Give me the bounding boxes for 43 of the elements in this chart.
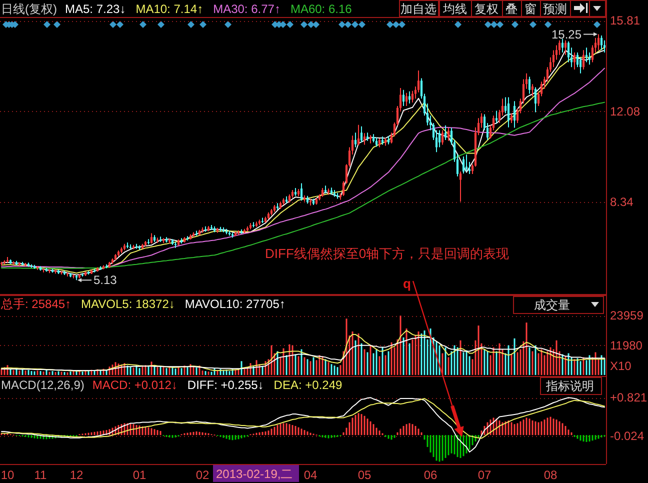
- y-tick-label: 11980: [610, 338, 643, 352]
- text: MA10: 7.14↑: [136, 2, 204, 16]
- y-tick-label: 15.81: [610, 14, 640, 28]
- text: DIFF: +0.255↓: [187, 378, 264, 392]
- text: 复权: [474, 2, 498, 16]
- text: MACD: +0.012↓: [92, 378, 178, 392]
- annotation: DIFF线偶然探至0轴下方，只是回调的表现: [265, 246, 510, 261]
- annotation: 15.25: [551, 27, 582, 42]
- x-tick-label: 02: [196, 468, 210, 482]
- x-tick-label: 05: [358, 468, 372, 482]
- text: 叠: [506, 2, 518, 16]
- text: 预测: [543, 2, 567, 16]
- chart-title: MACD(12,26,9): [1, 378, 84, 392]
- y-tick-label: 12.08: [610, 104, 640, 118]
- y-axis-title: X10: [610, 359, 632, 373]
- text: MAVOL10: 27705↑: [184, 297, 286, 311]
- annotation: 成交量: [534, 298, 570, 312]
- x-tick-label: 07: [478, 468, 492, 482]
- chart-title: 日线(复权): [1, 2, 57, 16]
- y-tick-label: 8.34: [610, 195, 634, 210]
- text: MA30: 6.77↑: [213, 2, 280, 16]
- y-tick-label: +0.821: [610, 390, 648, 405]
- x-tick-label: 06: [424, 468, 438, 482]
- text: 2013-02-19,二: [216, 467, 293, 481]
- text: MA5: 7.23↓: [65, 2, 126, 16]
- x-tick-label: 04: [304, 468, 318, 482]
- text: 总手: 25845↑: [0, 297, 72, 311]
- annotation: q: [403, 276, 411, 291]
- annotation: 5.13: [94, 273, 118, 288]
- y-tick-label: -0.024: [610, 429, 644, 444]
- x-tick-label: 08: [544, 468, 558, 482]
- text: MA60: 6.16: [290, 2, 352, 16]
- text: MAVOL5: 18372↓: [81, 297, 175, 311]
- x-tick-label: 10: [0, 468, 14, 482]
- x-tick-label: 01: [132, 468, 146, 482]
- y-tick-label: 23959: [610, 308, 644, 323]
- annotation: 指标说明: [545, 379, 594, 393]
- text: DEA: +0.249: [274, 378, 342, 392]
- text: 均线: [442, 2, 467, 16]
- x-tick-label: 12: [70, 468, 84, 482]
- text: 加自选: [400, 2, 436, 16]
- text: 窗: [524, 2, 536, 16]
- x-tick-label: 11: [34, 468, 48, 482]
